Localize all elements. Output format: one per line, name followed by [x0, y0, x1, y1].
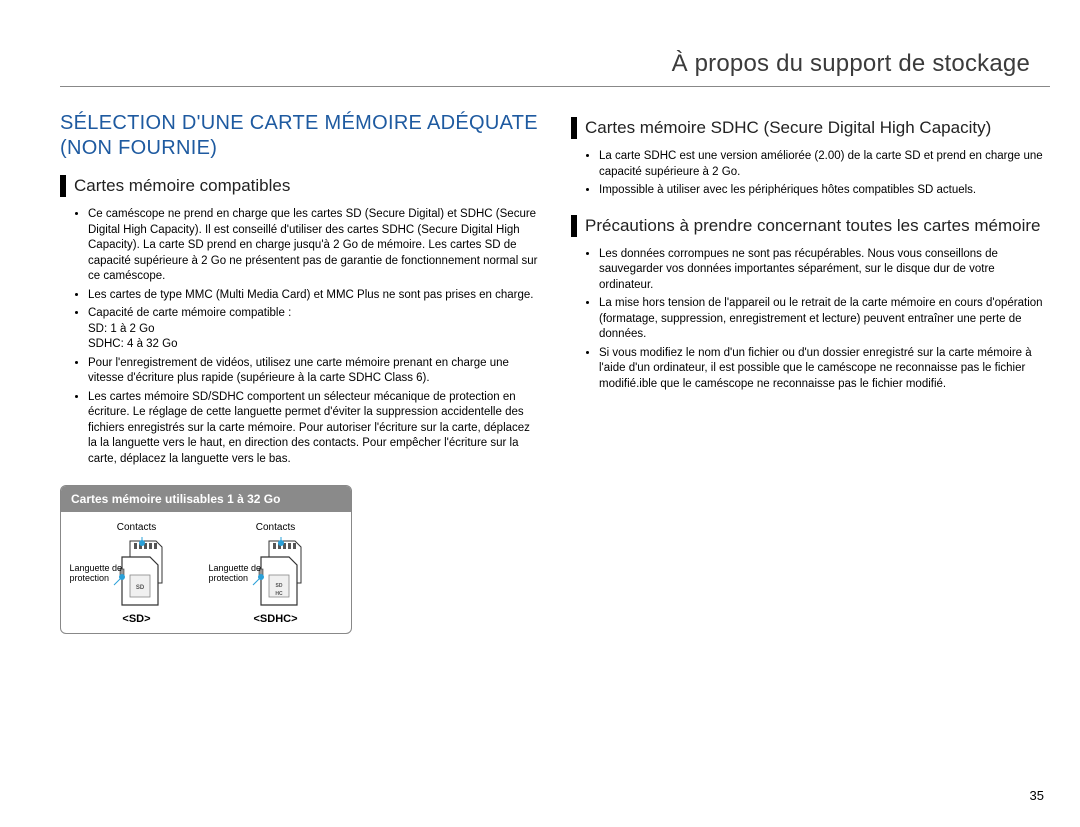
sdhc-caption: <SDHC>	[211, 613, 341, 625]
compatible-cards-heading: Cartes mémoire compatibles	[60, 175, 539, 197]
main-heading: SÉLECTION D'UNE CARTE MÉMOIRE ADÉQUATE (…	[60, 111, 539, 161]
page-number: 35	[1030, 788, 1044, 803]
usable-cards-box: Cartes mémoire utilisables 1 à 32 Go Con…	[60, 485, 352, 634]
svg-text:SD: SD	[135, 585, 144, 591]
sdhc-heading: Cartes mémoire SDHC (Secure Digital High…	[571, 117, 1050, 139]
list-item: Ce caméscope ne prend en charge que les …	[88, 207, 539, 285]
usable-cards-box-body: Contacts Languette de protection	[61, 512, 351, 633]
right-column: Cartes mémoire SDHC (Secure Digital High…	[571, 111, 1050, 634]
sdhc-list: La carte SDHC est une version améliorée …	[571, 149, 1050, 199]
contacts-label: Contacts	[72, 522, 202, 533]
protection-tab-label: Languette de protection	[209, 564, 262, 584]
sd-card-item: Contacts Languette de protection	[72, 522, 202, 625]
page-header-title: À propos du support de stockage	[60, 50, 1050, 87]
precautions-heading: Précautions à prendre concernant toutes …	[571, 215, 1050, 237]
contacts-label: Contacts	[211, 522, 341, 533]
list-item: Pour l'enregistrement de vidéos, utilise…	[88, 356, 539, 387]
list-item: Impossible à utiliser avec les périphéri…	[599, 183, 1050, 199]
sd-caption: <SD>	[72, 613, 202, 625]
two-column-layout: SÉLECTION D'UNE CARTE MÉMOIRE ADÉQUATE (…	[60, 111, 1050, 634]
usable-cards-box-header: Cartes mémoire utilisables 1 à 32 Go	[61, 486, 351, 512]
document-page: À propos du support de stockage SÉLECTIO…	[0, 0, 1080, 827]
list-item: Les cartes mémoire SD/SDHC comportent un…	[88, 390, 539, 468]
left-column: SÉLECTION D'UNE CARTE MÉMOIRE ADÉQUATE (…	[60, 111, 539, 634]
precautions-list: Les données corrompues ne sont pas récup…	[571, 247, 1050, 393]
list-item: La mise hors tension de l'appareil ou le…	[599, 296, 1050, 343]
svg-text:SD: SD	[275, 583, 282, 589]
protection-tab-label: Languette de protection	[70, 564, 123, 584]
list-item: Les cartes de type MMC (Multi Media Card…	[88, 288, 539, 304]
list-item: Les données corrompues ne sont pas récup…	[599, 247, 1050, 294]
list-item: Capacité de carte mémoire compatible : S…	[88, 306, 539, 353]
compatible-cards-list: Ce caméscope ne prend en charge que les …	[60, 207, 539, 467]
sdhc-card-item: Contacts Languette de protection	[211, 522, 341, 625]
list-item: Si vous modifiez le nom d'un fichier ou …	[599, 346, 1050, 393]
list-item: La carte SDHC est une version améliorée …	[599, 149, 1050, 180]
svg-text:HC: HC	[275, 591, 283, 597]
